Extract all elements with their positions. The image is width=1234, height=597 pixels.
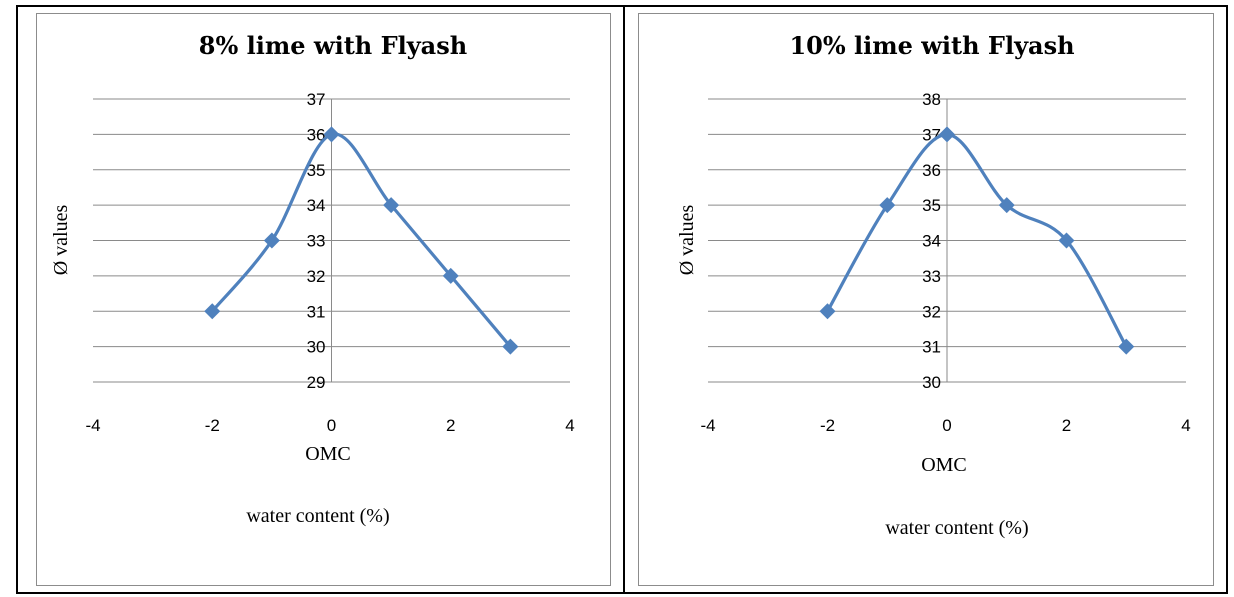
data-point [383,197,400,214]
data-point [1058,232,1075,249]
table-border-right [1226,5,1228,594]
data-point [323,126,340,143]
y-axis-label: Ø values [50,205,72,276]
data-point [502,338,519,355]
chart-frame-right [638,13,1214,586]
x-axis-label-water-content: water content (%) [885,517,1028,539]
y-tick-label: 31 [307,302,326,321]
y-tick-label: 33 [307,232,326,251]
chart-title: 10% lime with Flyash [789,31,1074,60]
y-axis-label: Ø values [676,205,698,276]
data-point [442,267,459,284]
table-border-left [16,5,18,594]
y-tick-label: 33 [922,267,941,286]
table-border-middle [623,5,625,594]
x-tick-label: 0 [327,416,336,435]
y-tick-label: 30 [307,338,326,357]
x-tick-label: 0 [942,416,951,435]
y-tick-label: 35 [922,196,941,215]
x-tick-label: -2 [205,416,220,435]
x-tick-label: 2 [446,416,455,435]
y-tick-label: 38 [922,90,941,109]
x-tick-label: 2 [1062,416,1071,435]
y-tick-label: 34 [307,196,326,215]
y-tick-label: 32 [307,267,326,286]
y-tick-label: 36 [307,125,326,144]
x-tick-label: 4 [565,416,574,435]
data-point [263,232,280,249]
chart-frame-left [36,13,611,586]
x-axis-label-omc: OMC [921,454,967,476]
x-axis-label-omc: OMC [305,443,351,465]
y-tick-label: 34 [922,232,941,251]
data-point [819,303,836,320]
y-tick-label: 30 [922,373,941,392]
data-point [1118,338,1135,355]
y-tick-label: 37 [307,90,326,109]
x-tick-label: -4 [85,416,100,435]
data-point [879,197,896,214]
y-tick-label: 31 [922,338,941,357]
data-point [204,303,221,320]
table-border-top [16,5,1228,7]
data-point [998,197,1015,214]
x-tick-label: 4 [1181,416,1190,435]
chart-1: 29 30 31 32 33 34 35 36 37 -4 -2 0 2 4 8% lime with Fl… [50,31,575,527]
y-tick-label: 32 [922,302,941,321]
chart-title: 8% lime with Flyash [199,31,467,60]
series-line [825,132,1128,349]
data-point [939,126,955,143]
x-tick-label: -2 [820,416,835,435]
y-tick-label: 29 [307,373,326,392]
y-tick-label: 36 [922,161,941,180]
x-tick-label: -4 [700,416,715,435]
x-axis-label-water-content: water content (%) [246,505,389,527]
y-tick-label: 35 [307,161,326,180]
table-border-bottom [16,592,1228,594]
